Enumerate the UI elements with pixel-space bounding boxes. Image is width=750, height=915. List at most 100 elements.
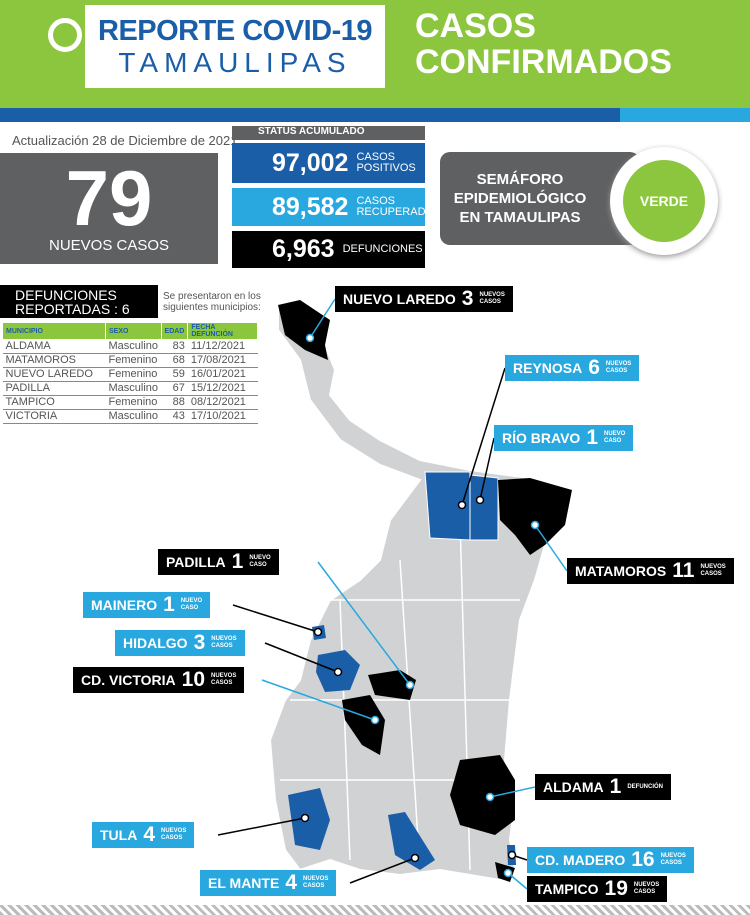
- table-cell: TAMPICO: [2, 395, 106, 410]
- leader-dot: [507, 850, 517, 860]
- leader-line: [261, 679, 376, 721]
- title-line1: REPORTE COVID-19: [98, 15, 373, 47]
- leader-dot: [333, 667, 343, 677]
- deaths-title-line2: REPORTADAS : 6: [15, 301, 130, 317]
- table-cell: NUEVO LAREDO: [2, 367, 106, 382]
- case-count: 1: [586, 426, 598, 449]
- header-strip-accent: [620, 108, 750, 122]
- table-row: MATAMOROS Femenino 68 17/08/2021: [2, 353, 258, 368]
- case-count: 1: [163, 593, 175, 616]
- el-mante-area: [388, 812, 435, 870]
- municipio-name: TULA: [100, 827, 138, 843]
- table-cell: 83: [161, 339, 188, 354]
- leader-dot: [410, 853, 420, 863]
- municipio-name: MAINERO: [91, 597, 158, 613]
- victoria-area: [342, 695, 385, 755]
- leader-dot: [300, 813, 310, 823]
- map-label-tampico: TAMPICO 19 NUEVOS CASOS: [527, 876, 668, 902]
- leader-dot: [405, 680, 415, 690]
- table-cell: 59: [161, 367, 188, 382]
- defunciones-value: 6,963: [272, 235, 335, 263]
- table-row: ALDAMA Masculino 83 11/12/2021: [2, 339, 258, 354]
- case-count: 16: [631, 848, 655, 871]
- semaforo-line1: SEMÁFORO: [476, 171, 564, 188]
- stat-positivos: 97,002 CASOS POSITIVOS: [232, 143, 425, 183]
- leader-dot: [475, 495, 485, 505]
- defunciones-label: DEFUNCIONES: [342, 243, 423, 255]
- recuperados-label: CASOS RECUPERADOS: [356, 195, 442, 218]
- col-fecha: FECHA DEFUNCIÓN: [187, 322, 259, 340]
- count-label: NUEVO CASO: [180, 598, 203, 611]
- leader-dot: [530, 520, 540, 530]
- table-cell: 17/08/2021: [187, 353, 258, 368]
- positivos-value: 97,002: [272, 148, 349, 177]
- section-title: CASOS CONFIRMADOS: [415, 8, 672, 80]
- table-cell: 16/01/2021: [187, 367, 258, 382]
- new-cases-label: NUEVOS CASOS: [48, 237, 170, 254]
- count-label: NUEVOS CASOS: [700, 564, 726, 577]
- virus-icon: [48, 18, 82, 52]
- count-label: NUEVOS CASOS: [211, 636, 237, 649]
- leader-line: [489, 786, 536, 798]
- count-label: NUEVOS CASOS: [211, 673, 237, 686]
- map-label-reynosa: REYNOSA 6 NUEVOS CASOS: [505, 355, 640, 381]
- table-cell: Masculino: [105, 409, 162, 424]
- count-label: NUEVOS CASOS: [633, 882, 660, 895]
- map-label-cd-madero: CD. MADERO 16 NUEVOS CASOS: [527, 847, 694, 873]
- table-cell: PADILLA: [2, 381, 106, 396]
- municipio-name: ALDAMA: [543, 779, 604, 795]
- leader-line: [264, 642, 339, 673]
- case-count: 4: [143, 823, 156, 846]
- count-label: NUEVO CASO: [604, 431, 626, 444]
- count-label: NUEVOS CASOS: [605, 361, 632, 374]
- table-cell: ALDAMA: [2, 339, 106, 354]
- municipio-name: PADILLA: [166, 554, 226, 570]
- table-cell: 88: [161, 395, 188, 410]
- stat-defunciones: 6,963 DEFUNCIONES: [232, 231, 425, 268]
- municipio-name: RÍO BRAVO: [502, 430, 581, 446]
- deaths-title-line1: DEFUNCIONES: [15, 287, 117, 303]
- leader-dot: [370, 715, 380, 725]
- aldama-area: [450, 755, 515, 835]
- table-cell: Masculino: [105, 381, 162, 396]
- table-row: VICTORIA Masculino 43 17/10/2021: [2, 409, 258, 424]
- municipal-borders: [280, 519, 520, 871]
- table-cell: VICTORIA: [2, 409, 106, 424]
- table-cell: 11/12/2021: [187, 339, 258, 354]
- table-cell: 67: [161, 381, 188, 396]
- map-label-matamoros: MATAMOROS 11 NUEVOS CASOS: [567, 558, 734, 584]
- title-box: REPORTE COVID-19 TAMAULIPAS: [85, 5, 385, 88]
- municipio-name: MATAMOROS: [575, 563, 667, 579]
- leader-line: [461, 367, 506, 506]
- municipio-name: HIDALGO: [123, 635, 188, 651]
- case-count: 6: [588, 356, 600, 379]
- map-label-hidalgo: HIDALGO 3 NUEVOS CASOS: [115, 630, 245, 656]
- deaths-note-line1: Se presentaron en los: [163, 291, 261, 302]
- count-label: DEFUNCIÓN: [627, 783, 664, 790]
- case-count: 1: [609, 775, 622, 798]
- case-count: 1: [231, 550, 244, 573]
- table-row: PADILLA Masculino 67 15/12/2021: [2, 381, 258, 396]
- deaths-note-line2: siguientes municipios:: [163, 302, 261, 313]
- recuperados-value: 89,582: [272, 192, 349, 221]
- leader-dot: [485, 792, 495, 802]
- map-label-mainero: MAINERO 1 NUEVO CASO: [83, 592, 211, 618]
- table-cell: Masculino: [105, 339, 162, 354]
- case-count: 11: [672, 559, 695, 582]
- table-row: TAMPICO Femenino 88 08/12/2021: [2, 395, 258, 410]
- table-cell: 17/10/2021: [187, 409, 258, 424]
- municipio-name: CD. VICTORIA: [81, 672, 176, 688]
- leader-line: [317, 561, 411, 686]
- matamoros-area: [498, 478, 572, 555]
- leader-line: [309, 298, 336, 339]
- rio-bravo-area: [469, 474, 499, 541]
- leader-line: [217, 817, 306, 836]
- leader-line: [232, 604, 319, 633]
- count-label: NUEVOS CASOS: [479, 292, 505, 305]
- section-line1: CASOS: [415, 7, 536, 45]
- leader-line: [479, 437, 495, 501]
- table-cell: 68: [161, 353, 188, 368]
- municipio-name: CD. MADERO: [535, 852, 626, 868]
- deaths-title: DEFUNCIONES REPORTADAS : 6: [0, 285, 158, 318]
